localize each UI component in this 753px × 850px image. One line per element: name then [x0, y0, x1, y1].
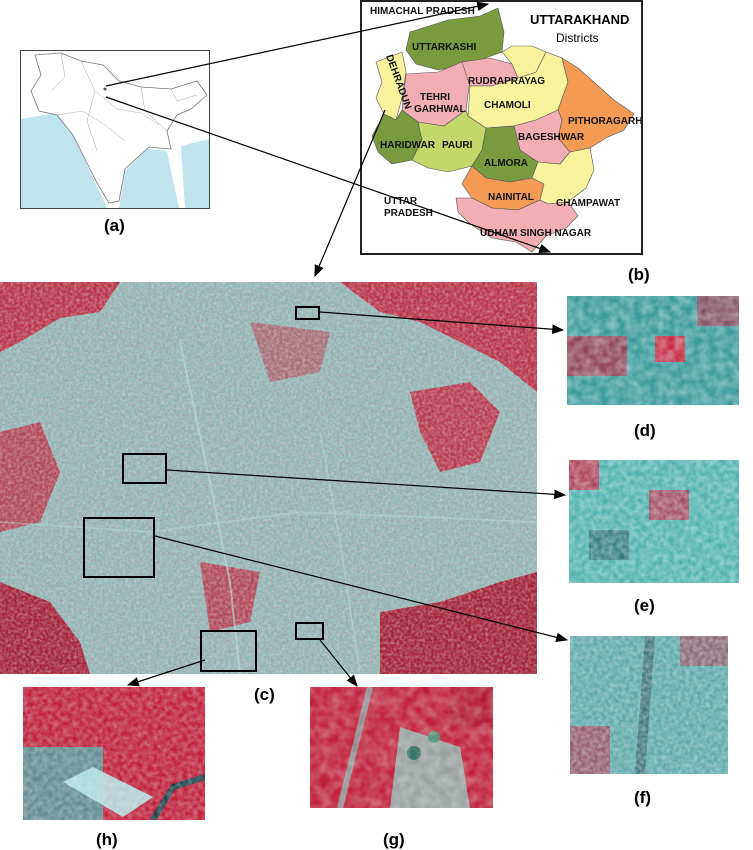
india-outline [21, 51, 209, 208]
box-h [200, 630, 257, 672]
label-uttarkashi: UTTARKASHI [412, 42, 476, 53]
arrow-to-g [319, 639, 358, 687]
label-b: (b) [628, 265, 650, 284]
india-locator-map [20, 50, 210, 209]
inset-e [569, 460, 739, 583]
label-f: (f) [634, 788, 651, 807]
neighbor-north-label: HIMACHAL PRADESH [370, 6, 475, 17]
inset-h [23, 687, 205, 820]
label-tehri-2: GARHWAL [414, 104, 466, 115]
arrow-to-f [154, 535, 569, 643]
arrow-to-d [319, 311, 565, 334]
label-bageshwar: BAGESHWAR [518, 132, 585, 143]
label-e: (e) [634, 596, 655, 615]
arrow-a-to-b-top [105, 1, 490, 87]
label-nainital: NAINITAL [488, 192, 534, 203]
label-chamoli: CHAMOLI [484, 100, 531, 111]
inset-d [567, 296, 739, 405]
map-subtitle: Districts [556, 31, 599, 45]
label-c: (c) [254, 685, 275, 704]
label-g: (g) [383, 830, 405, 849]
uttarakhand-districts-map: HIMACHAL PRADESH UTTARAKHAND Districts U… [360, 0, 643, 255]
arrow-to-h [126, 659, 206, 687]
label-almora: ALMORA [484, 158, 528, 169]
district-champawat [531, 147, 595, 205]
box-e [122, 453, 167, 484]
district-udham-singh-nagar [455, 197, 579, 253]
uttarakhand-marker [103, 87, 107, 91]
label-pithoragarh: PITHORAGARH [568, 116, 641, 127]
arrow-a-to-b-bottom [105, 96, 552, 253]
district-uttarkashi [405, 7, 505, 71]
inset-f [570, 636, 728, 774]
map-title: UTTARAKHAND [530, 12, 629, 27]
box-g [295, 622, 324, 640]
neighbor-south-label-2: PRADESH [384, 208, 433, 219]
main-satellite-image [0, 282, 537, 674]
label-rudraprayag: RUDRAPRAYAG [468, 76, 545, 87]
label-tehri-1: TEHRI [420, 92, 450, 103]
label-udham-singh-nagar: UDHAM SINGH NAGAR [480, 228, 592, 239]
inset-g [310, 687, 493, 808]
label-h: (h) [96, 830, 118, 849]
neighbor-south-label-1: UTTAR [384, 196, 418, 207]
label-champawat: CHAMPAWAT [556, 198, 620, 209]
label-d: (d) [634, 421, 656, 440]
box-d [295, 306, 320, 320]
label-a: (a) [104, 216, 125, 235]
arrow-dehradun-to-c [314, 109, 386, 278]
satellite-texture [0, 282, 537, 674]
box-f [83, 517, 155, 578]
label-pauri: PAURI [442, 140, 473, 151]
arrow-to-e [166, 469, 567, 500]
label-haridwar: HARIDWAR [380, 140, 436, 151]
districts-svg: HIMACHAL PRADESH UTTARAKHAND Districts U… [370, 6, 641, 253]
